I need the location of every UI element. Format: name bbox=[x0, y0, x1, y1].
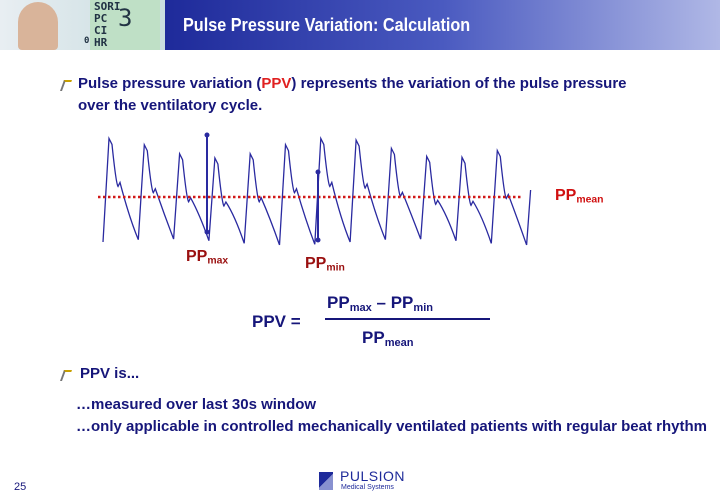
bullet-text: PPV is... bbox=[80, 365, 140, 382]
text: PP bbox=[327, 293, 350, 312]
text: max bbox=[349, 301, 372, 314]
text: Pulse pressure variation ( bbox=[78, 75, 262, 92]
monitor-text: PC bbox=[94, 12, 108, 25]
marker-dot bbox=[204, 132, 210, 138]
sub-text: …measured over last 30s window bbox=[76, 396, 317, 413]
monitor: SORI PC CI HR 3 0 bbox=[84, 0, 160, 50]
monitor-text: 3 bbox=[118, 4, 133, 32]
marker-dot bbox=[204, 229, 210, 235]
title: Pulse Pressure Variation: Calculation bbox=[183, 15, 471, 35]
formula-numerator: PPmax – PPmin bbox=[327, 293, 433, 314]
text: PP bbox=[362, 328, 385, 347]
fraction-line bbox=[325, 318, 490, 320]
text: PP bbox=[555, 187, 577, 204]
pp-min-label: PPmin bbox=[305, 255, 345, 274]
text: ) represents the variation of the pulse … bbox=[291, 75, 627, 92]
marker-dot bbox=[315, 169, 321, 175]
page-number: 25 bbox=[14, 481, 27, 493]
doctor bbox=[18, 2, 58, 50]
text: mean bbox=[576, 194, 604, 206]
formula-denominator: PPmean bbox=[362, 328, 414, 349]
marker-dot bbox=[315, 237, 321, 243]
text: mean bbox=[384, 336, 414, 349]
header-image: SORI PC CI HR 3 0 bbox=[0, 0, 165, 50]
text: min bbox=[326, 262, 345, 274]
bullet-text: over the ventilatory cycle. bbox=[78, 97, 263, 114]
highlight: PPV bbox=[261, 75, 292, 92]
text: min bbox=[413, 301, 434, 314]
monitor-text: SORI bbox=[94, 0, 121, 13]
waveform-diagram bbox=[98, 132, 532, 246]
monitor-text: HR bbox=[94, 36, 108, 49]
bullet-icon bbox=[59, 370, 73, 381]
logo: PULSION bbox=[340, 468, 405, 484]
sub-text: …only applicable in controlled mechanica… bbox=[76, 418, 707, 435]
bullet-icon bbox=[59, 80, 73, 91]
pp-mean-label: PPmean bbox=[555, 187, 604, 206]
text: – PP bbox=[371, 293, 414, 312]
monitor-text: CI bbox=[94, 24, 108, 37]
text: PP bbox=[186, 248, 208, 265]
pp-max-label: PPmax bbox=[186, 248, 228, 267]
monitor-text: 0 bbox=[84, 36, 90, 46]
formula-lhs: PPV = bbox=[252, 312, 301, 331]
text: max bbox=[207, 255, 229, 267]
text: PP bbox=[305, 255, 327, 272]
bullet-text: Pulse pressure variation (PPV) represent… bbox=[78, 75, 627, 92]
logo-sub: Medical Systems bbox=[341, 484, 394, 491]
logo-mark bbox=[319, 472, 333, 490]
pressure-wave bbox=[102, 135, 532, 246]
header-bar bbox=[165, 0, 720, 50]
